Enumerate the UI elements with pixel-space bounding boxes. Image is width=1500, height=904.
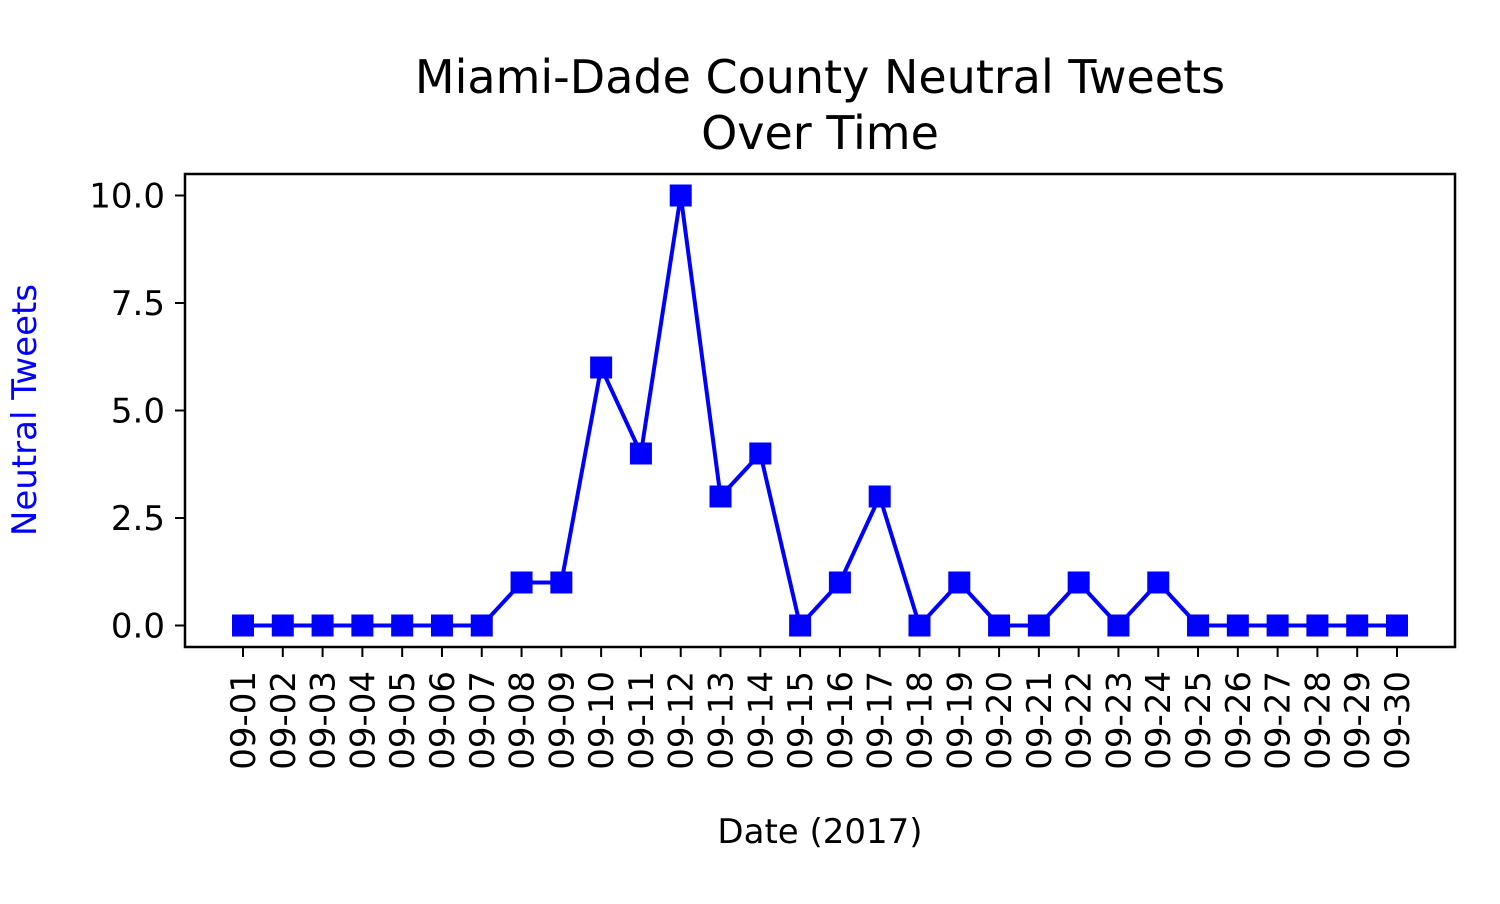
x-tick-label: 09-12 [662,671,702,770]
data-point [351,614,374,637]
x-tick-label: 09-28 [1298,671,1338,770]
plot-area: 0.02.55.07.510.009-01 09-02 09-03 09-04 09-0… [89,172,1457,770]
x-tick-label: 09-26 [1219,671,1259,770]
y-tick-label: 0.0 [111,607,165,647]
data-point [590,356,613,379]
data-point [709,485,732,508]
x-tick-label: 09-10 [582,671,622,770]
x-tick-label: 09-13 [702,671,742,770]
data-point [629,442,652,465]
x-tick-label: 09-14 [741,671,781,770]
x-tick-label: 09-17 [861,671,901,770]
x-tick-label: 09-23 [1099,671,1139,770]
x-tick-label: 09-04 [343,671,383,770]
data-point [988,614,1011,637]
data-point [470,614,493,637]
x-tick-label: 09-06 [423,671,463,770]
chart-title: Miami-Dade County Neutral Tweets [415,50,1225,104]
y-tick-label: 2.5 [111,499,165,539]
data-point [510,571,533,594]
x-tick-label: 09-22 [1060,671,1100,770]
data-point [1067,571,1090,594]
x-tick-label: 09-21 [1020,671,1060,770]
x-tick-label: 09-24 [1139,671,1179,770]
x-tick-label: 09-01 [224,671,264,770]
data-point [430,614,453,637]
x-tick-label: 09-18 [900,671,940,770]
y-tick-label: 10.0 [89,177,165,217]
data-point [1147,571,1170,594]
x-tick-label: 09-11 [622,671,662,770]
data-point [311,614,334,637]
y-tick-label: 5.0 [111,392,165,432]
x-tick-label: 09-15 [781,671,821,770]
y-axis-label: Neutral Tweets [5,284,45,536]
x-tick-label: 09-02 [264,671,304,770]
data-point [1386,614,1408,637]
data-point [669,184,692,207]
data-point [232,614,254,637]
x-tick-label: 09-20 [980,671,1020,770]
data-point [868,485,891,508]
x-tick-label: 09-27 [1259,671,1299,770]
data-point [1027,614,1050,637]
x-tick-label: 09-05 [383,671,423,770]
x-tick-label: 09-29 [1338,671,1378,770]
data-point [1306,614,1329,637]
x-tick-label: 09-03 [304,671,344,770]
data-point [1107,614,1130,637]
data-point [550,571,573,594]
x-tick-label: 09-08 [503,671,543,770]
data-point [1187,614,1210,637]
data-point [908,614,931,637]
x-tick-label: 09-16 [821,671,861,770]
data-point [948,571,971,594]
data-point [1346,614,1369,637]
data-point [749,442,772,465]
x-tick-label: 09-09 [542,671,582,770]
series-line [243,193,1397,628]
data-point [1266,614,1289,637]
axes-frame [183,172,1457,649]
x-tick-label: 09-19 [940,671,980,770]
data-point [391,614,414,637]
x-tick-label: 09-25 [1179,671,1219,770]
chart-title-line2: Over Time [701,106,939,160]
data-point [789,614,812,637]
x-tick-label: 09-30 [1378,671,1418,770]
data-point [1226,614,1249,637]
data-point [271,614,294,637]
data-point [828,571,851,594]
x-axis-label: Date (2017) [717,812,922,852]
y-tick-label: 7.5 [111,284,165,324]
x-tick-label: 09-07 [463,671,503,770]
